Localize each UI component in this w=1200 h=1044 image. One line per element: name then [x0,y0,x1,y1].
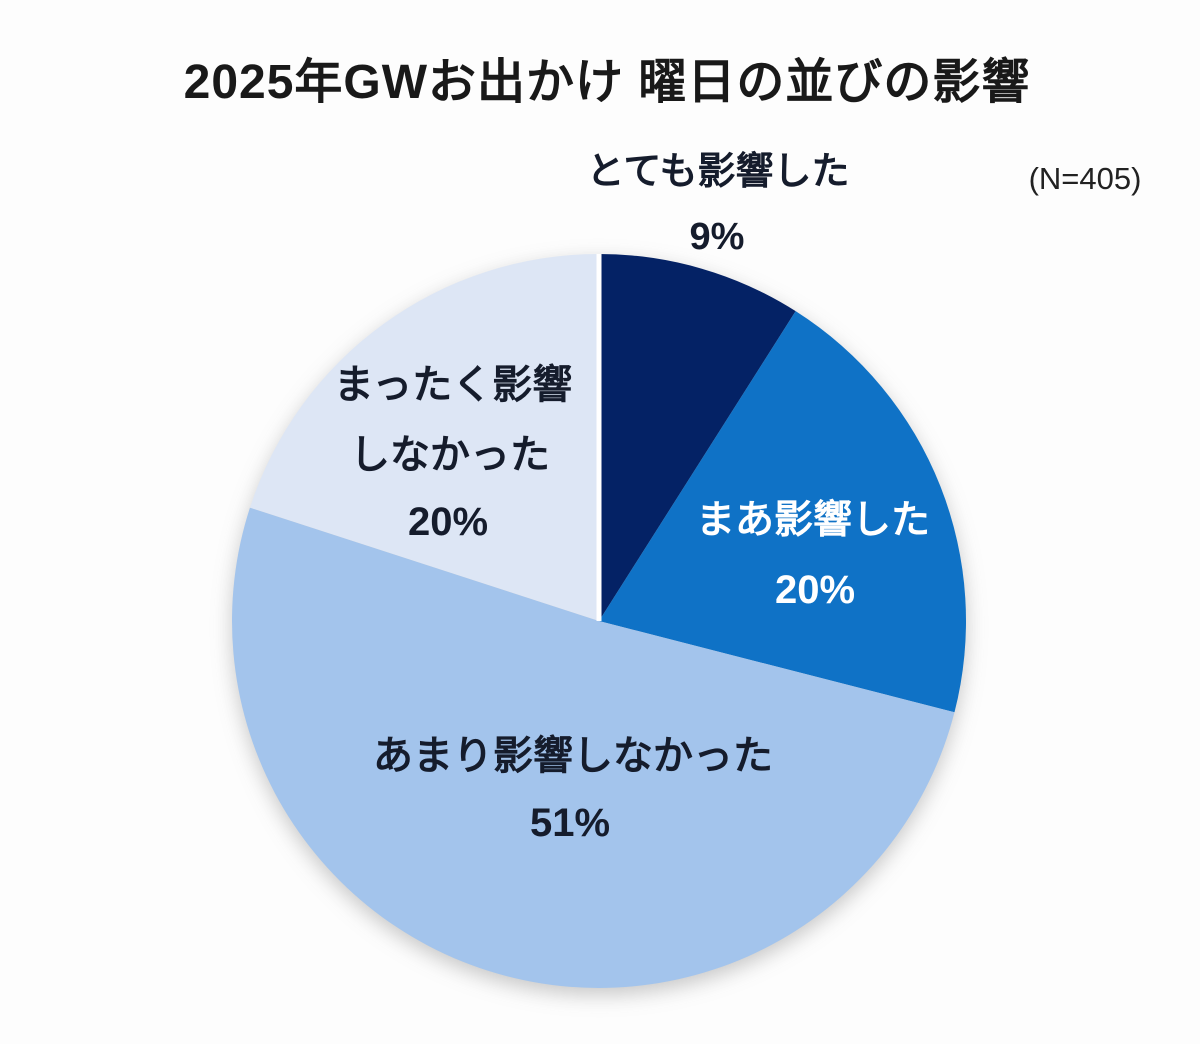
slice-value-totemo: 9% [689,216,745,258]
slice-label-mattaku-line1: まったく影響 [333,363,573,407]
pie-slice-4 [249,254,599,621]
slice-label-maa: まあ影響した [695,499,931,542]
slice-label-totemo: とても影響した [586,151,850,193]
slice-label-mattaku-line2: しなかった [350,433,550,477]
chart-title: 2025年GWお出かけ 曜日の並びの影響 [183,56,1031,109]
slice-value-maa: 20% [774,568,856,612]
pie-slice-3 [232,507,955,988]
pie-slice-1 [599,254,796,621]
slice-label-amari: あまり影響しなかった [373,734,773,778]
pie-slice-2 [599,311,967,713]
slice-value-mattaku: 20% [407,500,489,544]
sample-size-note: (N=405) [1028,161,1142,196]
slice-value-amari: 51% [529,801,611,845]
